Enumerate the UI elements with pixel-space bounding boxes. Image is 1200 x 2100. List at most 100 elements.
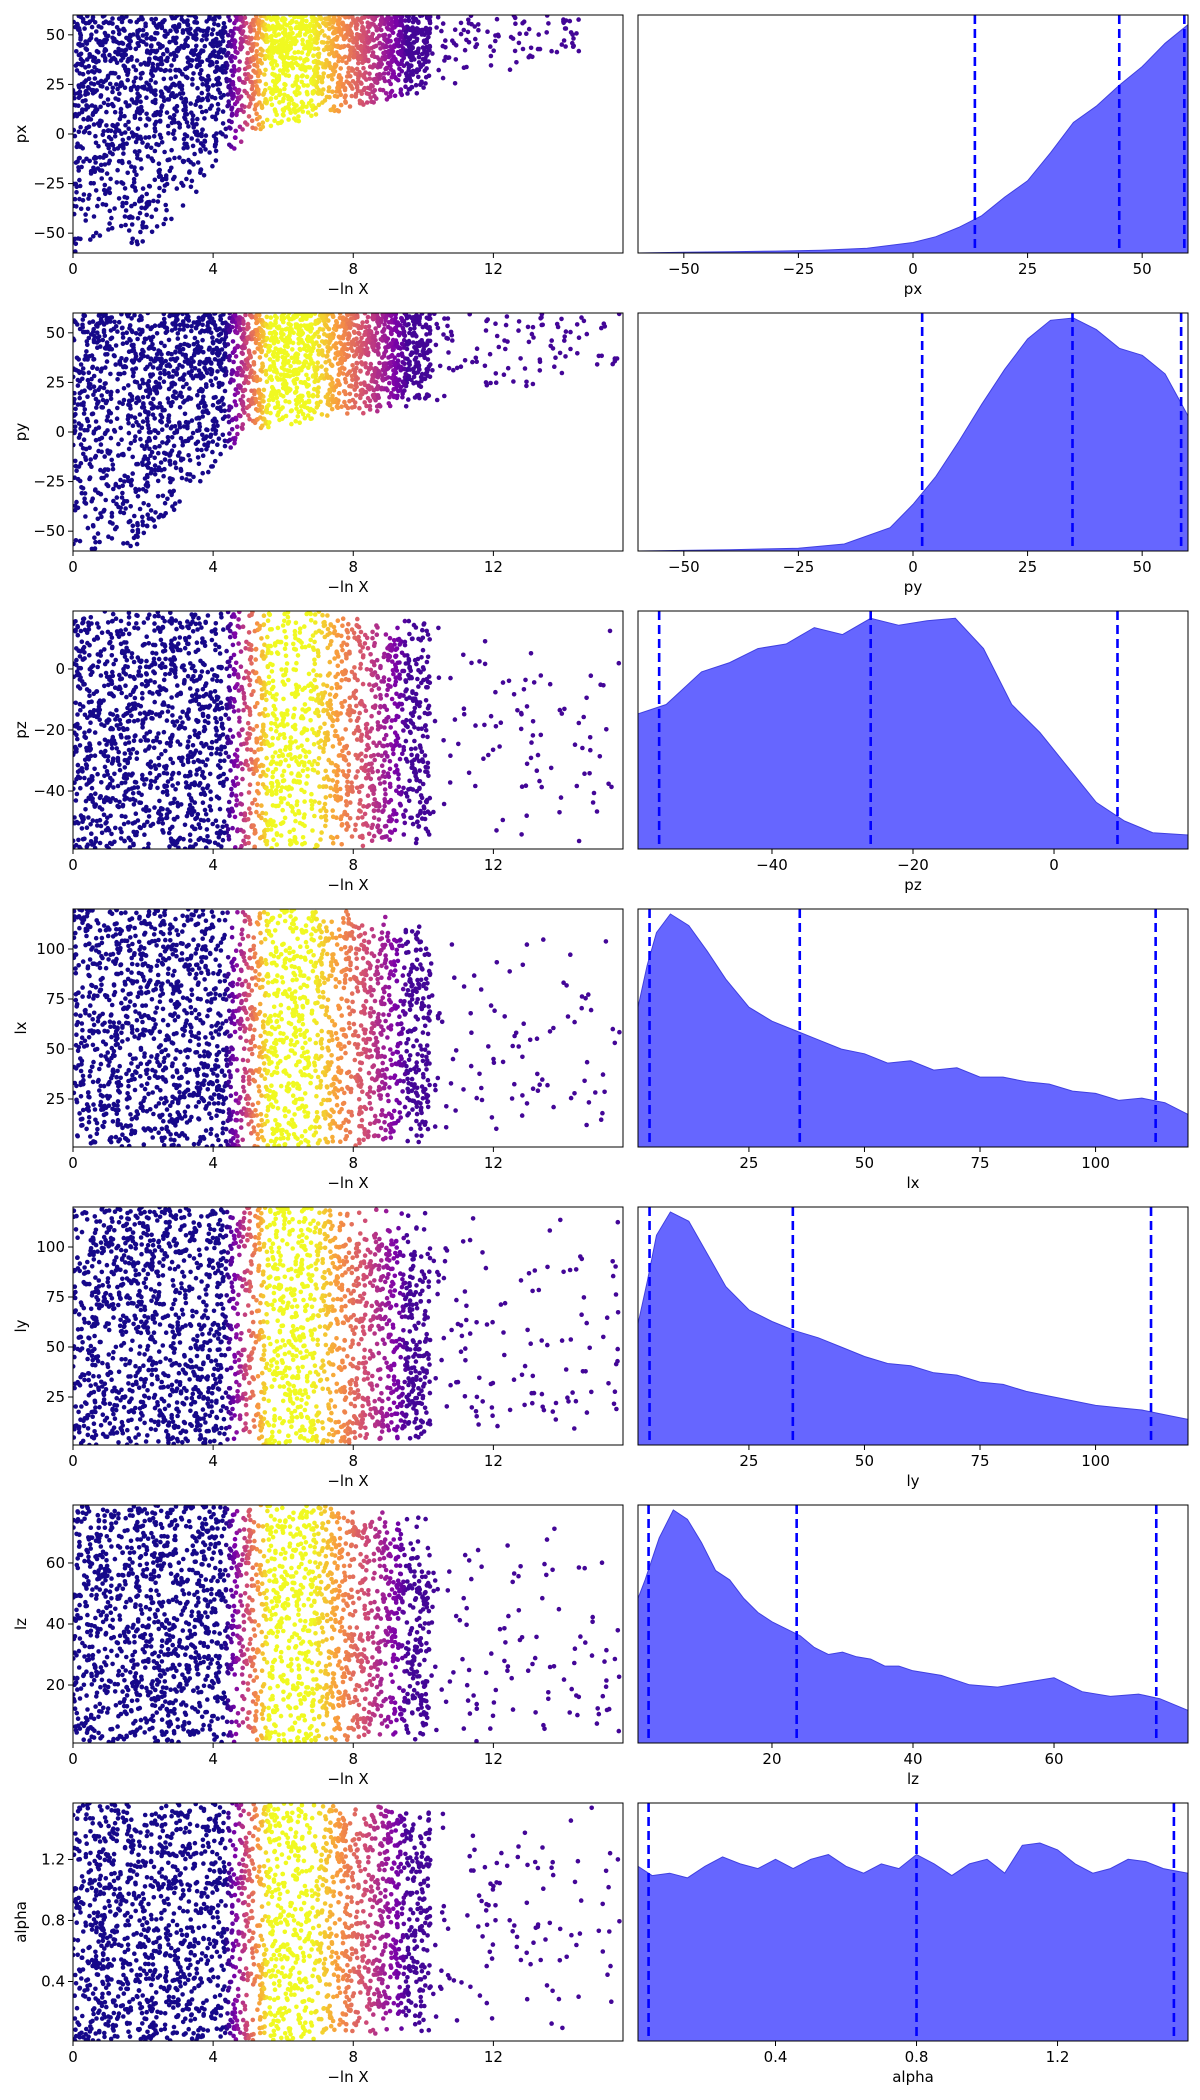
trace-point [165, 496, 170, 502]
trace-point [95, 121, 101, 126]
trace-point [249, 388, 254, 394]
trace-point [110, 21, 115, 26]
trace-point [144, 32, 149, 37]
trace-point [177, 450, 182, 455]
trace-point [105, 97, 111, 102]
trace-point [404, 48, 409, 53]
trace-point [240, 79, 246, 85]
trace-point [135, 534, 140, 539]
trace-point [86, 196, 91, 201]
trace-point [228, 405, 234, 410]
trace-point [159, 140, 165, 145]
trace-point [350, 363, 355, 368]
trace-point [294, 402, 299, 407]
trace-point [156, 193, 162, 199]
trace-point [235, 344, 240, 350]
trace-point [270, 23, 276, 29]
trace-point [162, 500, 168, 506]
trace-point [95, 400, 101, 405]
trace-point [212, 69, 218, 74]
trace-point [162, 407, 167, 413]
trace-point [193, 373, 199, 379]
trace-point [160, 360, 165, 366]
trace-point [172, 424, 178, 429]
trace-point [496, 344, 502, 350]
trace-point [225, 103, 230, 109]
trace-point [73, 406, 78, 412]
trace-point [382, 351, 387, 356]
trace-point [143, 482, 149, 488]
trace-point [313, 373, 319, 379]
trace-point [90, 17, 95, 23]
trace-point [77, 155, 82, 161]
trace-point [297, 346, 303, 352]
trace-point [134, 58, 140, 63]
trace-point [544, 30, 549, 35]
trace-point [373, 80, 378, 85]
trace-point [80, 58, 85, 64]
trace-point [77, 183, 83, 189]
trace-point [373, 43, 379, 49]
trace-point [576, 335, 582, 341]
trace-point [122, 473, 127, 479]
trace-point [93, 140, 99, 146]
trace-point [240, 403, 246, 408]
trace-point [102, 38, 107, 43]
trace-point [299, 79, 305, 85]
trace-point [78, 144, 83, 149]
trace-point [303, 44, 309, 49]
trace-point [91, 392, 96, 398]
trace-point [366, 40, 371, 45]
trace-point [279, 24, 284, 30]
trace-point [86, 76, 92, 82]
trace-point [388, 63, 393, 69]
trace-point [246, 114, 252, 119]
trace-point [243, 374, 249, 380]
trace-point [575, 351, 580, 356]
trace-point [377, 57, 382, 62]
trace-point [128, 38, 133, 44]
trace-point [75, 322, 80, 327]
trace-point [280, 40, 285, 45]
trace-point [294, 20, 299, 25]
trace-point [182, 132, 188, 137]
trace-point [101, 20, 107, 26]
trace-point [215, 353, 221, 358]
trace-point [140, 380, 146, 386]
trace-point [269, 377, 275, 383]
trace-point [216, 436, 222, 442]
trace-point [326, 358, 332, 364]
trace-point [300, 109, 306, 114]
trace-point [229, 427, 235, 432]
trace-point [256, 18, 262, 23]
trace-point [291, 315, 297, 321]
trace-point [302, 415, 308, 421]
trace-point [184, 120, 190, 125]
x-tick-label: 4 [208, 260, 218, 278]
trace-point [138, 104, 144, 110]
trace-point [350, 313, 356, 316]
trace-point [524, 379, 529, 385]
trace-point [212, 313, 217, 316]
trace-point [223, 126, 229, 132]
trace-point [299, 50, 305, 55]
trace-point [252, 62, 257, 68]
x-tick-label: 0 [68, 260, 78, 278]
trace-point [256, 91, 262, 97]
trace-point [369, 53, 375, 58]
trace-point [244, 358, 250, 364]
trace-point [348, 51, 354, 56]
trace-point [168, 479, 173, 485]
trace-point [216, 22, 221, 28]
trace-point [113, 483, 118, 488]
trace-point [562, 338, 567, 343]
trace-point [105, 483, 111, 489]
trace-point [321, 40, 327, 45]
trace-point [294, 406, 299, 411]
trace-point [206, 440, 211, 446]
trace-point [371, 37, 377, 43]
trace-point [226, 118, 232, 124]
trace-point [266, 345, 271, 351]
trace-point [190, 117, 195, 122]
trace-y-label: px [12, 125, 30, 144]
